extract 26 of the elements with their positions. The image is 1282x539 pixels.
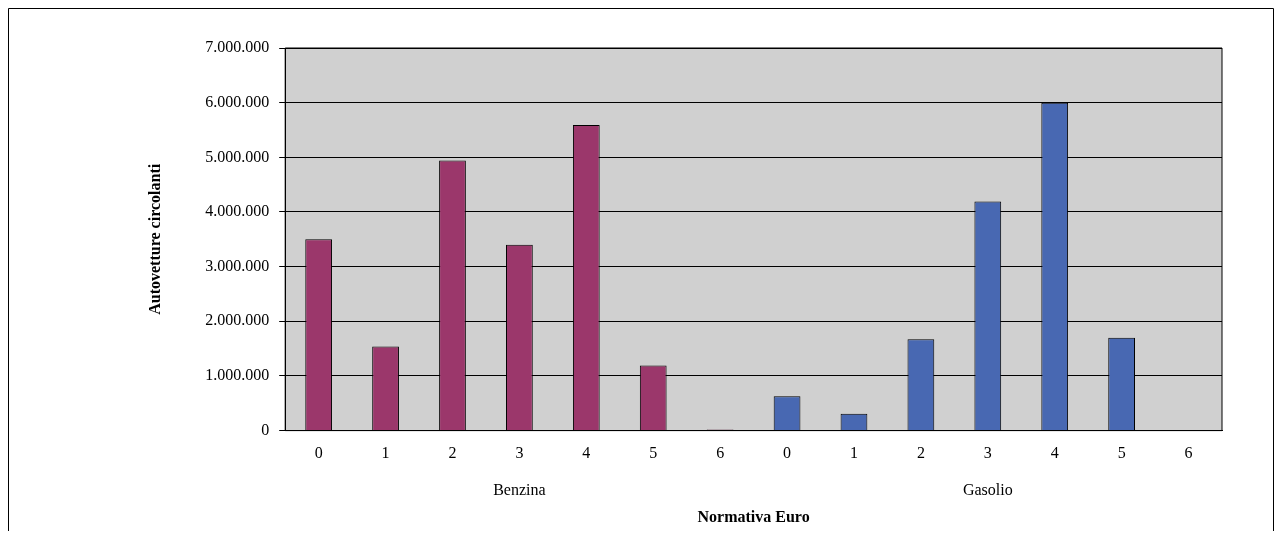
- y-tick-label: 3.000.000: [205, 256, 270, 274]
- x-tick-label: 5: [649, 444, 658, 462]
- x-axis-title: Normativa Euro: [697, 507, 810, 525]
- x-tick-label: 4: [1050, 444, 1059, 462]
- text: Gasolio: [962, 480, 1013, 498]
- y-tick-label: 6.000.000: [205, 92, 270, 110]
- x-tick-label: 2: [448, 444, 457, 462]
- y-tick-label: 7.000.000: [205, 38, 270, 56]
- y-tick-label: 2.000.000: [205, 311, 270, 329]
- y-tick-label: 5.000.000: [205, 147, 270, 165]
- x-tick-label: 1: [381, 444, 390, 462]
- x-tick-label: 6: [716, 444, 725, 462]
- text: Benzina: [493, 480, 546, 498]
- y-axis-title: Autovetture circolanti: [145, 163, 163, 315]
- y-tick-label: 4.000.000: [205, 202, 270, 220]
- x-tick-label: 3: [515, 444, 524, 462]
- x-tick-label: 3: [983, 444, 992, 462]
- x-tick-label: 2: [916, 444, 925, 462]
- x-tick-label: 1: [849, 444, 858, 462]
- y-tick-label: 0: [261, 420, 270, 438]
- x-tick-label: 0: [783, 444, 792, 462]
- x-tick-label: 0: [314, 444, 323, 462]
- y-tick-label: 1.000.000: [205, 366, 270, 384]
- x-tick-label: 5: [1117, 444, 1126, 462]
- x-tick-label: 6: [1184, 444, 1193, 462]
- x-tick-label: 4: [582, 444, 591, 462]
